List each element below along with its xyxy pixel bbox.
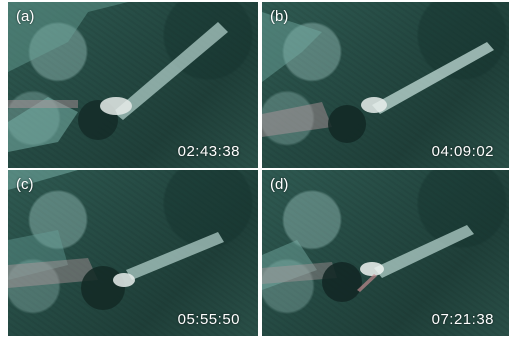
- panel-label: (a): [16, 8, 35, 25]
- satellite-scene-a: [8, 2, 228, 152]
- timestamp: 04:09:02: [431, 143, 494, 160]
- timestamp: 05:55:50: [177, 311, 240, 328]
- panel-d: (d) 07:21:38: [262, 170, 509, 336]
- satellite-scene-d: [262, 225, 474, 302]
- satellite-scene-b: [262, 12, 494, 143]
- panel-a: (a) 02:43:38: [8, 2, 258, 168]
- panel-label: (b): [270, 8, 289, 25]
- satellite-scene-c: [8, 170, 224, 310]
- panel-label: (c): [16, 176, 34, 193]
- panel-b: (b) 04:09:02: [262, 2, 509, 168]
- timestamp: 02:43:38: [177, 143, 240, 160]
- panel-label: (d): [270, 176, 289, 193]
- panel-c: (c) 05:55:50: [8, 170, 258, 336]
- timestamp: 07:21:38: [431, 311, 494, 328]
